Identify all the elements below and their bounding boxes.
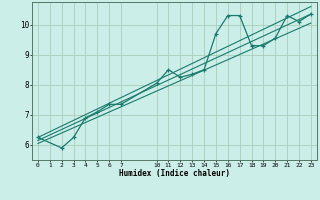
X-axis label: Humidex (Indice chaleur): Humidex (Indice chaleur) (119, 169, 230, 178)
